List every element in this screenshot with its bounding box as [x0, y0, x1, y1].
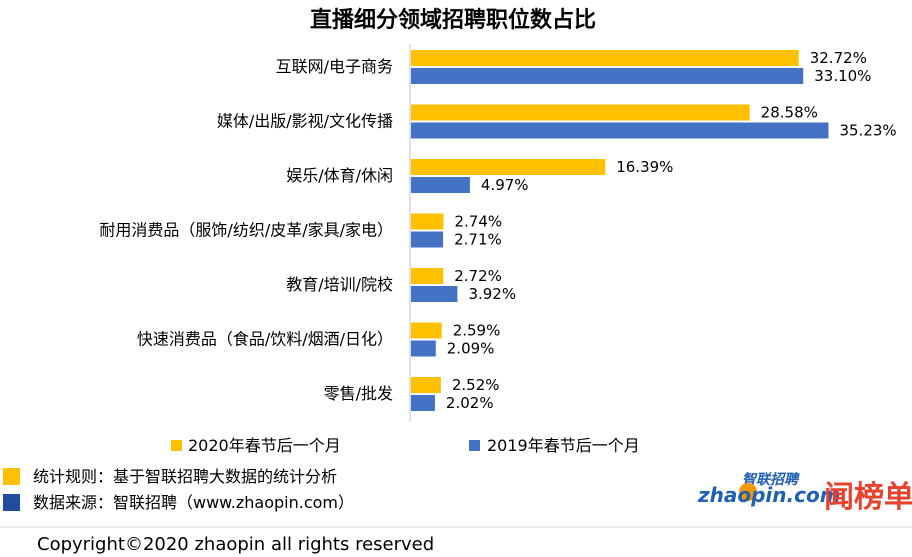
- bar-2020: [411, 377, 441, 393]
- data-label-2020: 32.72%: [810, 49, 867, 67]
- legend: 2020年春节后一个月 2019年春节后一个月: [171, 436, 640, 455]
- chart-title: 直播细分领域招聘职位数占比: [310, 7, 596, 33]
- data-label-2019: 2.02%: [446, 394, 494, 412]
- bar-2020: [411, 213, 444, 230]
- bar-2019: [411, 395, 435, 411]
- note-source-icon: [3, 494, 20, 511]
- legend-label-2019: 2019年春节后一个月: [487, 436, 640, 455]
- category-label: 耐用消费品（服饰/纺织/皮革/家具/家电）: [99, 221, 393, 240]
- legend-swatch-2019: [469, 440, 480, 451]
- notes: 统计规则：基于智联招聘大数据的统计分析 数据来源：智联招聘（www.zhaopi…: [3, 467, 354, 512]
- data-label-2020: 2.72%: [454, 267, 502, 285]
- ranking-logo: 闻榜单: [824, 480, 912, 515]
- category-label: 教育/培训/院校: [286, 275, 393, 294]
- category-labels: 互联网/电子商务媒体/出版/影视/文化传播娱乐/体育/休闲耐用消费品（服饰/纺织…: [99, 57, 393, 403]
- data-label-2020: 28.58%: [761, 104, 818, 122]
- data-label-2019: 3.92%: [468, 285, 516, 303]
- data-label-2020: 2.74%: [454, 213, 502, 231]
- copyright-text: Copyright©2020 zhaopin all rights reserv…: [37, 534, 434, 555]
- note-rule-icon: [3, 468, 20, 485]
- category-label: 快速消费品（食品/饮料/烟酒/日化）: [137, 330, 393, 349]
- bar-2019: [411, 177, 470, 193]
- category-label: 媒体/出版/影视/文化传播: [217, 112, 393, 131]
- data-label-2019: 2.71%: [454, 231, 502, 249]
- legend-swatch-2020: [171, 440, 182, 451]
- bar-2020: [411, 104, 750, 121]
- zhaopin-logo-cn-text: 智联招聘: [742, 471, 800, 488]
- data-label-2020: 16.39%: [616, 158, 673, 176]
- data-label-2019: 35.23%: [839, 122, 896, 140]
- category-label: 零售/批发: [324, 384, 393, 403]
- bar-2020: [411, 50, 799, 66]
- bar-2019: [411, 286, 458, 302]
- data-label-2019: 33.10%: [814, 67, 871, 85]
- zhaopin-logo: 智联招聘 zhaopin.com: [697, 471, 841, 507]
- zhaopin-logo-wordmark: zhaopin.com: [697, 483, 841, 507]
- legend-label-2020: 2020年春节后一个月: [188, 436, 341, 455]
- bar-2020: [411, 268, 444, 284]
- category-label: 互联网/电子商务: [276, 57, 393, 76]
- data-label-2020: 2.52%: [452, 376, 500, 394]
- bars: [411, 50, 829, 411]
- bar-2019: [411, 231, 444, 248]
- note-rule-text: 统计规则：基于智联招聘大数据的统计分析: [33, 467, 337, 486]
- value-labels: 32.72%33.10% 28.58% 35.23% 16.39% 4.97% 2.74%…: [446, 49, 897, 412]
- bar-2019: [411, 340, 436, 357]
- data-label-2020: 2.59%: [453, 322, 501, 340]
- category-label: 娱乐/体育/休闲: [286, 166, 393, 185]
- bar-2019: [411, 122, 829, 139]
- data-label-2019: 2.09%: [447, 340, 495, 358]
- data-label-2019: 4.97%: [481, 176, 529, 194]
- bar-2019: [411, 68, 804, 84]
- bar-2020: [411, 159, 606, 175]
- zhaopin-logo-ball-icon: [739, 483, 757, 501]
- bar-2020: [411, 322, 442, 339]
- note-source-text: 数据来源：智联招聘（www.zhaopin.com）: [33, 493, 354, 512]
